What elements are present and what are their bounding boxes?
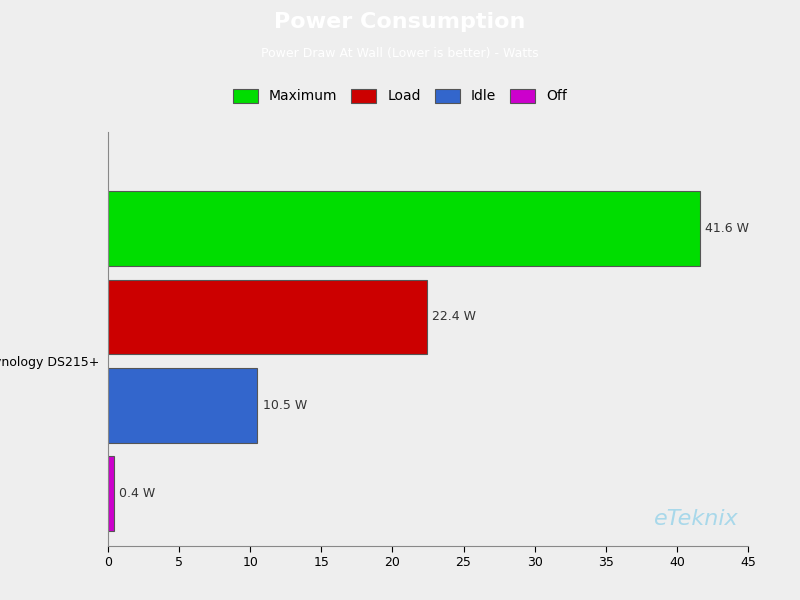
Bar	[108, 456, 114, 530]
Text: 0.4 W: 0.4 W	[119, 487, 156, 500]
Bar	[108, 191, 700, 266]
Text: 41.6 W: 41.6 W	[706, 223, 750, 235]
Text: Power Draw At Wall (Lower is better) - Watts: Power Draw At Wall (Lower is better) - W…	[261, 47, 539, 61]
Text: Power Consumption: Power Consumption	[274, 12, 526, 32]
Bar	[108, 280, 426, 355]
Legend: Maximum, Load, Idle, Off: Maximum, Load, Idle, Off	[229, 85, 571, 107]
Bar	[108, 368, 258, 443]
Text: 22.4 W: 22.4 W	[432, 310, 476, 323]
Text: eTeknix: eTeknix	[654, 509, 738, 529]
Text: 10.5 W: 10.5 W	[263, 398, 307, 412]
